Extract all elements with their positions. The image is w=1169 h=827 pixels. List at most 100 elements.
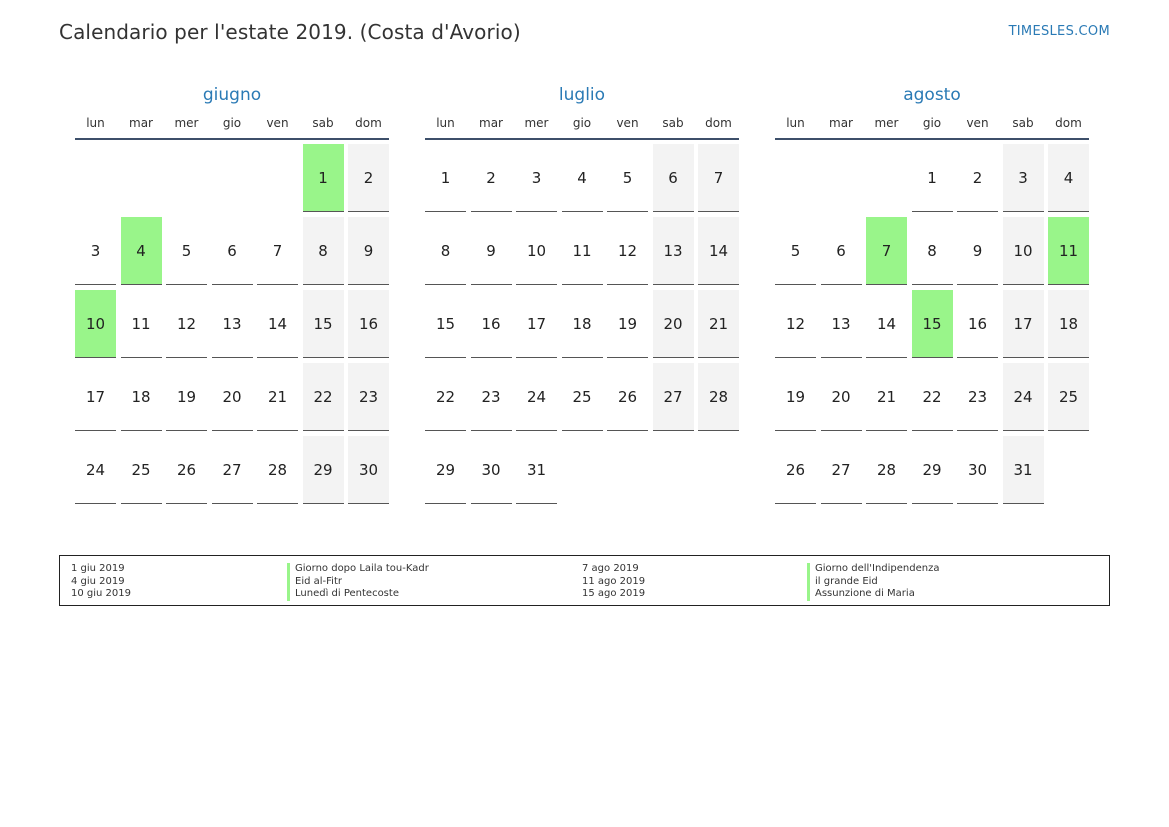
day-cell: 3 [75, 217, 116, 285]
day-cell: 27 [820, 436, 862, 504]
day-cell: 23 [957, 363, 998, 431]
legend-names-left: Giorno dopo Laila tou-Kadr Eid al-Fitr L… [287, 563, 429, 601]
day-cell: 21 [698, 290, 739, 358]
weekday-header: lun mar mer gio ven sab dom [775, 114, 1089, 140]
weekday-label: mer [524, 116, 549, 130]
day-cell: 21 [257, 363, 298, 431]
day-cell: 1 [911, 144, 953, 212]
day-cell: 6 [211, 217, 253, 285]
legend-name: Giorno dopo Laila tou-Kadr [287, 563, 429, 576]
empty-cell [1048, 436, 1089, 504]
day-cell: 18 [120, 363, 162, 431]
day-cell: 20 [652, 290, 694, 358]
day-cell: 13 [820, 290, 862, 358]
site-link[interactable]: TIMESLES.COM [1008, 24, 1110, 39]
legend-date: 1 giu 2019 [71, 563, 125, 574]
day-cell: 1 [425, 144, 466, 212]
day-cell: 4 [1048, 144, 1089, 212]
day-cell: 7 [698, 144, 739, 212]
weekday-label: ven [966, 116, 989, 130]
day-cell: 24 [1002, 363, 1044, 431]
day-cell: 3 [516, 144, 557, 212]
day-cell: 25 [120, 436, 162, 504]
empty-cell [166, 144, 207, 212]
day-cell: 25 [561, 363, 603, 431]
day-cell: 24 [516, 363, 557, 431]
day-cell: 14 [866, 290, 907, 358]
day-cell: 24 [75, 436, 116, 504]
day-cell: 25 [1048, 363, 1089, 431]
empty-cell [75, 144, 116, 212]
weekday-label: dom [1055, 116, 1082, 130]
day-cell: 14 [698, 217, 739, 285]
day-cell: 21 [866, 363, 907, 431]
day-cell: 20 [211, 363, 253, 431]
day-cell: 8 [425, 217, 466, 285]
day-cell: 2 [470, 144, 512, 212]
day-cell: 2 [348, 144, 389, 212]
day-cell: 17 [75, 363, 116, 431]
day-cell: 27 [211, 436, 253, 504]
legend-name: Lunedì di Pentecoste [287, 588, 429, 601]
legend-date: 10 giu 2019 [71, 588, 131, 599]
empty-cell [562, 436, 603, 504]
day-cell: 15 [425, 290, 466, 358]
legend-date: 11 ago 2019 [582, 575, 646, 587]
legend-name: il grande Eid [807, 575, 940, 588]
day-cell: 16 [957, 290, 998, 358]
day-cell: 12 [775, 290, 816, 358]
day-cell: 22 [425, 363, 466, 431]
day-cell: 5 [775, 217, 816, 285]
day-cell: 30 [348, 436, 389, 504]
weekday-header: lun mar mer gio ven sab dom [425, 114, 739, 140]
page-title: Calendario per l'estate 2019. (Costa d'A… [59, 20, 521, 44]
empty-cell [866, 144, 907, 212]
weekday-label: sab [662, 116, 684, 130]
day-cell: 4 [561, 144, 603, 212]
day-grid: 1 2 3 4 5 6 7 8 9 10 11 12 13 14 15 16 17 18 19 20 21 22 23 24 2… [425, 144, 739, 509]
holiday-day-cell: 11 [1048, 217, 1089, 285]
day-cell: 11 [120, 290, 162, 358]
weekday-label: lun [786, 116, 805, 130]
empty-cell [257, 144, 298, 212]
day-cell: 29 [425, 436, 466, 504]
month-title: giugno [202, 85, 262, 105]
day-cell: 13 [211, 290, 253, 358]
empty-cell [821, 144, 862, 212]
weekday-label: mer [874, 116, 899, 130]
day-cell: 3 [1002, 144, 1044, 212]
day-cell: 5 [166, 217, 207, 285]
day-cell: 26 [607, 363, 648, 431]
day-cell: 10 [1002, 217, 1044, 285]
day-cell: 20 [820, 363, 862, 431]
weekday-label: ven [266, 116, 289, 130]
month-giugno: giugno lun mar mer gio ven sab dom 1 2 3 4 5 6 7 8 9 10… [75, 84, 389, 509]
weekday-label: gio [222, 116, 242, 130]
day-cell: 2 [957, 144, 998, 212]
weekday-label: lun [436, 116, 455, 130]
holiday-day-cell: 1 [302, 144, 344, 212]
legend-date: 15 ago 2019 [582, 588, 646, 599]
day-cell: 23 [348, 363, 389, 431]
legend-dates-left: 1 giu 2019 4 giu 2019 10 giu 2019 [71, 563, 131, 601]
holiday-day-cell: 4 [120, 217, 162, 285]
empty-cell [775, 144, 816, 212]
empty-cell [698, 436, 739, 504]
day-cell: 14 [257, 290, 298, 358]
weekday-label: mar [479, 116, 503, 130]
day-cell: 30 [470, 436, 512, 504]
day-cell: 6 [820, 217, 862, 285]
day-cell: 12 [166, 290, 207, 358]
day-grid: 1 2 3 4 5 6 7 8 9 10 11 12 13 14 15 16 17 18 19 20 21 22 23 24 2… [75, 144, 389, 509]
weekday-header: lun mar mer gio ven sab dom [75, 114, 389, 140]
day-cell: 26 [166, 436, 207, 504]
weekday-label: dom [705, 116, 732, 130]
day-cell: 7 [257, 217, 298, 285]
month-agosto: agosto lun mar mer gio ven sab dom 1 2 3 4 5 6 7 8 9 10… [775, 84, 1089, 509]
day-cell: 31 [1002, 436, 1044, 504]
weekday-label: mar [129, 116, 153, 130]
day-cell: 6 [652, 144, 694, 212]
legend-date: 4 giu 2019 [71, 575, 125, 587]
weekday-label: gio [572, 116, 592, 130]
day-cell: 31 [516, 436, 557, 504]
